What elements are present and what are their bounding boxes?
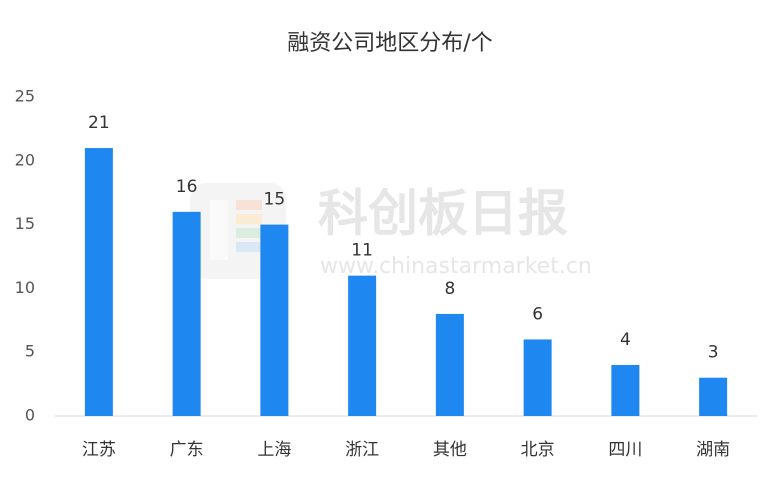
data-label: 21 <box>88 113 110 133</box>
bar <box>84 148 113 417</box>
data-label: 4 <box>620 330 631 350</box>
bar <box>611 364 640 416</box>
watermark-url: www.chinastarmarket.cn <box>320 254 592 279</box>
x-tick-label: 北京 <box>521 440 555 460</box>
data-label: 15 <box>264 190 286 210</box>
bar <box>260 224 289 416</box>
x-tick-label: 上海 <box>257 440 291 460</box>
x-tick-label: 广东 <box>170 440 204 460</box>
y-tick-label: 10 <box>15 278 35 297</box>
data-label: 6 <box>532 304 543 324</box>
y-tick-label: 0 <box>25 406 35 425</box>
data-label: 3 <box>708 343 719 363</box>
bar <box>523 339 552 416</box>
x-tick-label: 四川 <box>608 440 642 460</box>
bar <box>435 313 464 416</box>
y-tick-label: 20 <box>15 150 35 169</box>
bar <box>172 211 201 416</box>
data-label: 8 <box>444 279 455 299</box>
bar <box>699 377 728 416</box>
x-tick-label: 浙江 <box>345 440 379 460</box>
watermark-text: 科创板日报 <box>318 185 568 243</box>
data-label: 11 <box>351 241 373 261</box>
x-tick-label: 江苏 <box>82 440 116 460</box>
x-tick-label: 湖南 <box>696 440 730 460</box>
data-label: 16 <box>176 177 198 197</box>
y-tick-label: 5 <box>25 342 35 361</box>
y-tick-label: 25 <box>15 87 35 106</box>
chart-title: 融资公司地区分布/个 <box>287 31 492 56</box>
x-tick-label: 其他 <box>433 440 467 460</box>
bar <box>348 275 377 416</box>
y-tick-label: 15 <box>15 214 35 233</box>
